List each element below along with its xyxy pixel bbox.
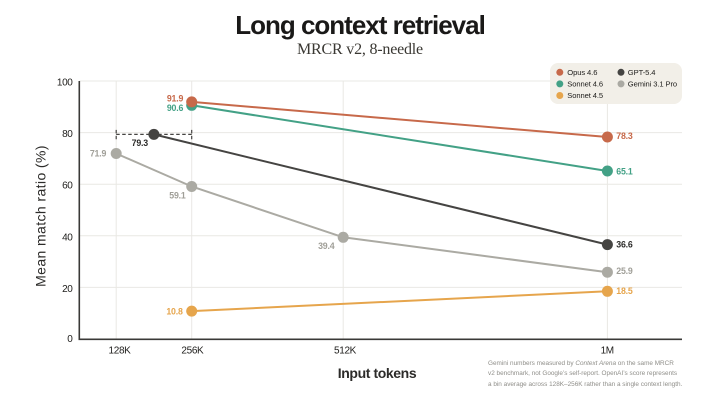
svg-text:91.9: 91.9 bbox=[167, 94, 184, 104]
svg-text:40: 40 bbox=[62, 232, 73, 243]
svg-text:1M: 1M bbox=[601, 346, 614, 357]
svg-text:59.1: 59.1 bbox=[169, 190, 186, 200]
svg-text:512K: 512K bbox=[334, 346, 357, 357]
svg-text:Sonnet 4.6: Sonnet 4.6 bbox=[567, 80, 603, 89]
svg-text:71.9: 71.9 bbox=[90, 148, 107, 158]
svg-text:10.8: 10.8 bbox=[166, 307, 183, 317]
svg-text:60: 60 bbox=[62, 181, 73, 192]
svg-text:Opus 4.6: Opus 4.6 bbox=[567, 68, 597, 77]
svg-text:36.6: 36.6 bbox=[616, 240, 633, 250]
svg-text:256K: 256K bbox=[181, 346, 204, 357]
svg-text:100: 100 bbox=[57, 78, 73, 89]
svg-text:Sonnet 4.5: Sonnet 4.5 bbox=[567, 91, 603, 100]
svg-text:78.3: 78.3 bbox=[616, 131, 633, 141]
svg-text:20: 20 bbox=[62, 284, 73, 295]
svg-text:39.4: 39.4 bbox=[318, 241, 335, 251]
svg-text:80: 80 bbox=[62, 129, 73, 140]
svg-text:GPT-5.4: GPT-5.4 bbox=[628, 68, 656, 77]
svg-text:18.5: 18.5 bbox=[616, 286, 633, 296]
svg-text:0: 0 bbox=[67, 334, 73, 345]
svg-text:Gemini 3.1 Pro: Gemini 3.1 Pro bbox=[628, 80, 677, 89]
svg-text:79.3: 79.3 bbox=[132, 138, 149, 148]
svg-text:25.9: 25.9 bbox=[616, 266, 633, 276]
svg-text:128K: 128K bbox=[109, 346, 132, 357]
svg-text:65.1: 65.1 bbox=[616, 167, 633, 177]
svg-text:90.6: 90.6 bbox=[167, 103, 184, 113]
